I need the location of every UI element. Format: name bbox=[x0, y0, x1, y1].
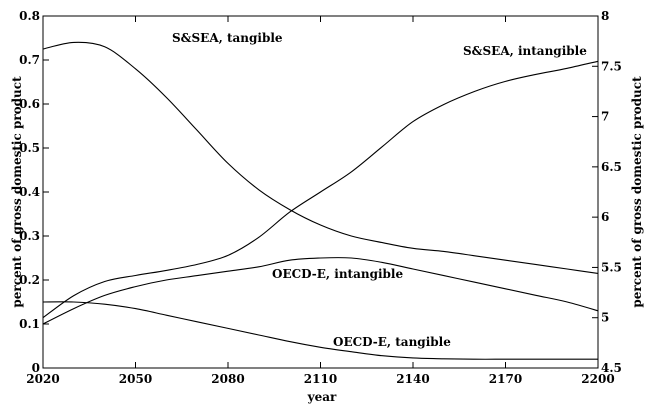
series-line-oecd-tangible bbox=[42, 301, 598, 360]
y-left-tick-label: 0.5 bbox=[19, 141, 40, 155]
series-label-ssea-tangible: S&SEA, tangible bbox=[172, 31, 283, 45]
y-left-tick-label: 0.4 bbox=[19, 185, 40, 199]
y-right-tick-label: 5.5 bbox=[601, 260, 622, 274]
axis-ticks: 2020 2050 2080 2110 2140 2170 2200 0 0.1 0.2 0.3 0.… bbox=[19, 9, 622, 386]
series-labels: S&SEA, tangible S&SEA, intangible OECD-E… bbox=[172, 31, 587, 349]
y-left-tick-label: 0.7 bbox=[19, 53, 40, 67]
y-right-tick-label: 8 bbox=[601, 9, 609, 23]
series-label-ssea-intangible: S&SEA, intangible bbox=[463, 44, 587, 58]
y-left-tick-label: 0.2 bbox=[19, 273, 40, 287]
x-tick-label: 2170 bbox=[489, 372, 522, 386]
series-label-oecd-intangible: OECD-E, intangible bbox=[272, 267, 403, 281]
series-lines bbox=[42, 41, 599, 360]
x-tick-label: 2020 bbox=[26, 372, 59, 386]
x-tick-label: 2050 bbox=[119, 372, 152, 386]
y-right-tick-label: 7.5 bbox=[601, 59, 622, 73]
series-line-ssea-tangible bbox=[42, 41, 599, 274]
y-axis-title-right: percent of gross domestic product bbox=[630, 76, 644, 308]
x-tick-label: 2140 bbox=[396, 372, 429, 386]
y-axis-title-left: percent of gross domestic product bbox=[10, 76, 24, 308]
x-tick-label: 2200 bbox=[581, 372, 614, 386]
y-right-tick-label: 7 bbox=[601, 110, 609, 124]
y-left-tick-label: 0 bbox=[32, 361, 40, 375]
y-left-tick-label: 0.6 bbox=[19, 97, 40, 111]
series-line-oecd-intangible bbox=[42, 257, 599, 325]
y-right-tick-label: 5 bbox=[601, 311, 609, 325]
x-axis-title: year bbox=[307, 390, 337, 404]
y-right-tick-label: 4.5 bbox=[601, 361, 622, 375]
x-tick-label: 2110 bbox=[304, 372, 337, 386]
y-right-tick-label: 6.5 bbox=[601, 160, 622, 174]
x-tick-label: 2080 bbox=[211, 372, 244, 386]
y-left-tick-label: 0.1 bbox=[19, 317, 40, 331]
series-label-oecd-tangible: OECD-E, tangible bbox=[333, 335, 451, 349]
y-right-tick-label: 6 bbox=[601, 210, 609, 224]
series-line-ssea-intangible bbox=[42, 60, 599, 319]
y-left-tick-label: 0.3 bbox=[19, 229, 40, 243]
y-left-tick-label: 0.8 bbox=[19, 9, 40, 23]
